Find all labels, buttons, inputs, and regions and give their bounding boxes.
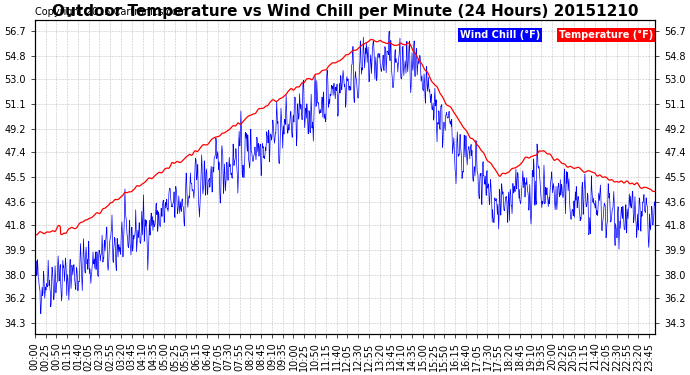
Text: Temperature (°F): Temperature (°F) [559, 30, 653, 40]
Text: Copyright 2015 Cartronics.com: Copyright 2015 Cartronics.com [34, 7, 187, 17]
Text: Wind Chill (°F): Wind Chill (°F) [460, 30, 540, 40]
Title: Outdoor Temperature vs Wind Chill per Minute (24 Hours) 20151210: Outdoor Temperature vs Wind Chill per Mi… [52, 4, 638, 19]
